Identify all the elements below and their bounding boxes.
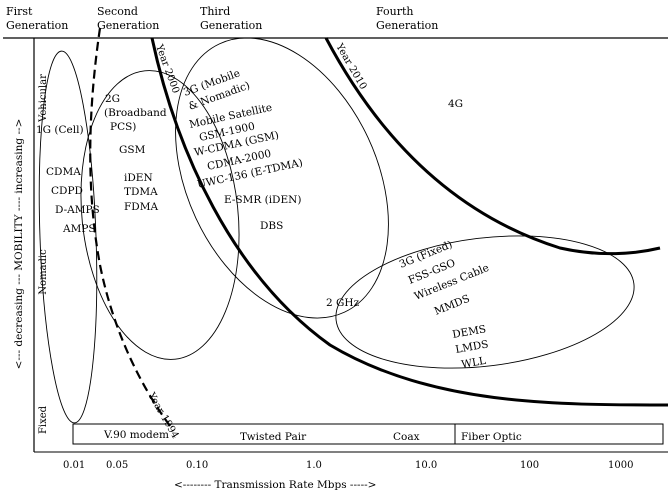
generation-third-line2: Generation: [200, 19, 262, 32]
x-tick-1000: 1000: [608, 460, 633, 471]
label-broadband: (Broadband: [104, 107, 167, 119]
label-2-ghz: 2 GHz: [326, 297, 360, 309]
label-lmds: LMDS: [454, 338, 489, 356]
generation-second-line1: Second: [97, 5, 138, 18]
label-cdpd: CDPD: [51, 185, 83, 197]
year-2000-label: Year 2000: [153, 42, 181, 95]
mobility-level-vehicular: Vehicular: [38, 74, 49, 123]
media-fiber-optic: Fiber Optic: [461, 431, 522, 443]
label-iden: iDEN: [124, 172, 153, 184]
first-generation-region: [38, 50, 98, 424]
year-1994-boundary: [89, 27, 171, 427]
media-twisted-pair: Twisted Pair: [240, 431, 307, 443]
third-generation-mobile-region: [175, 37, 389, 319]
generation-fourth-line2: Generation: [376, 19, 438, 32]
label-dems: DEMS: [451, 323, 487, 341]
generation-first-line1: First: [6, 5, 33, 18]
label-amps: AMPS: [62, 223, 96, 235]
year-2010-boundary: [324, 37, 661, 256]
x-tick-0-10: 0.10: [186, 460, 208, 471]
generation-fourth-line1: Fourth: [376, 5, 414, 18]
x-axis-label: <-------- Transmission Rate Mbps ----->: [174, 479, 376, 491]
media-v90-modem: V.90 modem: [103, 429, 169, 441]
label-cdma: CDMA: [46, 166, 81, 178]
label-1g-cell: 1G (Cell): [36, 124, 84, 136]
mobility-level-nomadic: Nomadic: [38, 249, 49, 295]
y-axis-label: <--- decreasing --- MOBILITY ---- increa…: [13, 119, 25, 370]
label-pcs: PCS): [110, 121, 136, 133]
x-tick-0-05: 0.05: [106, 460, 128, 471]
generation-first-line2: Generation: [6, 19, 68, 32]
label-2g: 2G: [105, 93, 120, 105]
label-tdma: TDMA: [124, 186, 158, 198]
x-tick-0-01: 0.01: [63, 460, 85, 471]
second-generation-region: [80, 70, 240, 360]
label-dbs: DBS: [260, 220, 283, 232]
x-tick-100: 100: [520, 460, 539, 471]
label-d-amps: D-AMPS: [55, 204, 100, 216]
label-gsm: GSM: [119, 144, 146, 156]
generation-third-line1: Third: [200, 5, 230, 18]
third-generation-fixed-region: [335, 235, 635, 369]
label-e-smr: E-SMR (iDEN): [224, 194, 301, 206]
label-wll: WLL: [460, 355, 486, 371]
media-coax: Coax: [393, 431, 420, 443]
x-tick-10-0: 10.0: [415, 460, 437, 471]
x-tick-1-0: 1.0: [306, 460, 322, 471]
generation-second-line2: Generation: [97, 19, 159, 32]
label-4g: 4G: [448, 98, 463, 110]
label-fdma: FDMA: [124, 201, 158, 213]
year-2000-boundary: [150, 37, 669, 407]
year-2010-label: Year 2010: [333, 41, 369, 92]
label-mmds: MMDS: [433, 293, 472, 318]
transmission-media-bar: [72, 423, 664, 445]
mobility-level-fixed: Fixed: [38, 405, 49, 434]
